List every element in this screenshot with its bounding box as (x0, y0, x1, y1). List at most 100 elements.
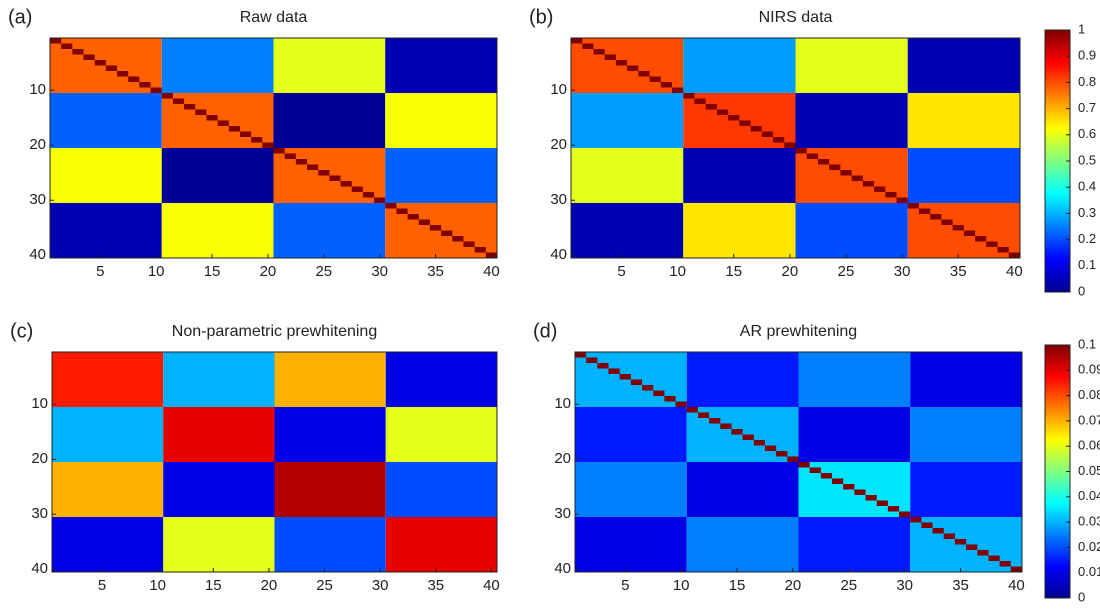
diagonal-cell (918, 208, 931, 214)
diagonal-cell (619, 374, 631, 380)
y-tick-label: 30 (29, 191, 46, 208)
diagonal-cell (705, 104, 717, 110)
y-tick-label: 10 (31, 395, 48, 412)
heatmap-block (274, 352, 386, 407)
colorbar-tick-label: 0.08 (1078, 387, 1100, 402)
diagonal-cell (854, 489, 866, 495)
y-tick-label: 20 (554, 450, 571, 467)
heatmap-block (907, 38, 1020, 93)
heatmap-block (163, 352, 275, 407)
heatmap-block (273, 203, 386, 258)
diagonal-cell (795, 148, 807, 154)
diagonal-cell (731, 429, 743, 435)
diagonal-cell (742, 434, 754, 440)
diagonal-cell (932, 528, 944, 534)
heatmap-block (571, 93, 684, 148)
x-tick-label: 5 (96, 263, 104, 280)
heatmap-block (683, 38, 796, 93)
diagonal-cell (999, 561, 1011, 567)
heatmap-block (571, 148, 684, 203)
heatmap-block (683, 203, 796, 258)
diagonal-cell (784, 142, 796, 148)
diagonal-cell (474, 247, 486, 253)
heatmap-block (274, 407, 386, 462)
colorbar-tick-label: 0.09 (1078, 362, 1100, 377)
diagonal-cell (921, 522, 933, 528)
heatmap-block (50, 93, 162, 148)
diagonal-cell (630, 379, 643, 385)
diagonal-cell (161, 93, 173, 99)
diagonal-cell (251, 137, 263, 143)
diagonal-cell (739, 120, 751, 126)
diagonal-cell (954, 539, 967, 545)
heatmap-block (161, 203, 274, 258)
heatmap-block (385, 517, 497, 572)
diagonal-cell (83, 54, 95, 60)
y-tick-label: 10 (554, 395, 571, 412)
colorbar-tick-label: 0.06 (1078, 438, 1100, 453)
y-tick-label: 10 (29, 81, 46, 98)
diagonal-cell (128, 76, 140, 82)
chart-title: Raw data (240, 9, 308, 26)
x-tick-label: 25 (316, 577, 333, 594)
x-tick-label: 10 (669, 263, 686, 280)
diagonal-cell (139, 82, 151, 88)
heatmap-block (163, 407, 275, 462)
colorbar-tick-label: 0.4 (1078, 179, 1096, 194)
heatmap-block (798, 407, 911, 462)
x-tick-label: 40 (483, 577, 500, 594)
heatmap-block (52, 517, 164, 572)
diagonal-cell (195, 109, 207, 115)
diagonal-cell (865, 495, 877, 501)
diagonal-cell (105, 65, 118, 71)
diagonal-cell (943, 533, 955, 539)
diagonal-cell (817, 159, 830, 165)
diagonal-cell (896, 197, 908, 203)
diagonal-cell (418, 219, 430, 225)
diagonal-cell (753, 440, 765, 446)
colorbar-tick-label: 0.3 (1078, 205, 1096, 220)
diagonal-cell (604, 54, 616, 60)
diagonal-cell (887, 506, 900, 512)
diagonal-cell (840, 170, 852, 176)
diagonal-cell (295, 159, 308, 165)
heatmap-block (52, 352, 164, 407)
diagonal-cell (172, 98, 185, 104)
diagonal-cell (318, 170, 330, 176)
diagonal-cell (72, 49, 84, 55)
diagonal-cell (608, 368, 620, 374)
diagonal-cell (94, 60, 106, 66)
diagonal-cell (709, 418, 721, 424)
diagonal-cell (184, 104, 196, 110)
diagonal-cell (329, 175, 341, 181)
colorbar-tick-label: 0.1 (1078, 336, 1096, 351)
diagonal-cell (910, 517, 922, 523)
diagonal-cell (307, 164, 319, 170)
heatmap-block (795, 203, 908, 258)
diagonal-cell (851, 175, 863, 181)
diagonal-cell (672, 87, 684, 93)
diagonal-cell (615, 60, 628, 66)
diagonal-cell (820, 473, 833, 479)
y-tick-label: 40 (550, 246, 567, 263)
heatmap-block (571, 203, 684, 258)
diagonal-cell (776, 451, 788, 457)
heatmap-block (795, 38, 908, 93)
x-tick-label: 30 (371, 263, 388, 280)
diagonal-cell (660, 82, 673, 88)
diagonal-cell (407, 214, 419, 220)
y-tick-label: 20 (31, 450, 48, 467)
chart-title: Non-parametric prewhitening (172, 323, 377, 340)
chart-title: AR prewhitening (740, 323, 857, 340)
panel-label: (b) (529, 6, 553, 28)
diagonal-cell (876, 500, 888, 506)
x-tick-label: 40 (483, 263, 500, 280)
x-tick-label: 30 (372, 577, 389, 594)
panel-label: (a) (8, 6, 32, 28)
panel-label: (c) (10, 320, 33, 342)
diagonal-cell (452, 236, 464, 242)
diagonal-cell (832, 478, 844, 484)
colorbar (1044, 344, 1071, 599)
diagonal-cell (675, 401, 687, 407)
